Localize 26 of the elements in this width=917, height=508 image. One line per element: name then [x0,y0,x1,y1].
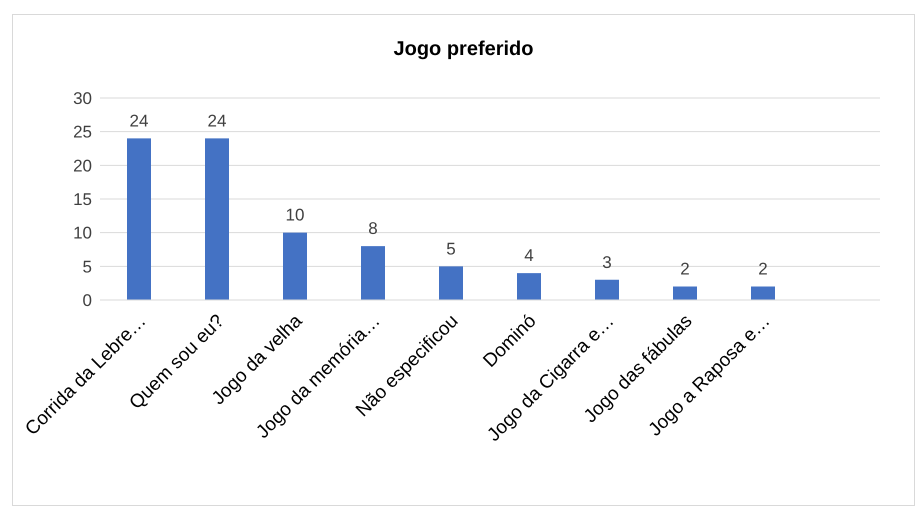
data-label: 4 [524,246,534,266]
data-label: 3 [602,252,612,272]
y-tick-label: 25 [73,122,92,142]
y-tick-label: 15 [73,190,92,210]
data-label: 24 [130,111,148,130]
y-tick-label: 30 [73,89,92,108]
data-label: 5 [446,239,456,258]
bar [361,246,385,300]
y-tick-label: 0 [82,291,92,310]
y-tick-label: 5 [82,257,92,276]
bar [673,286,697,300]
bar [517,273,541,300]
data-label: 2 [758,260,768,279]
bar [283,232,307,300]
bar [127,138,151,300]
bar [439,266,463,300]
bar [595,280,619,300]
chart-title: Jogo preferido [392,38,534,61]
data-label: 24 [208,111,226,130]
bar [751,286,775,300]
y-tick-label: 10 [73,224,92,243]
y-tick-label: 20 [73,156,92,176]
data-label: 10 [286,206,304,225]
data-label: 2 [680,260,690,279]
data-label: 8 [368,219,378,238]
bar [205,138,229,300]
